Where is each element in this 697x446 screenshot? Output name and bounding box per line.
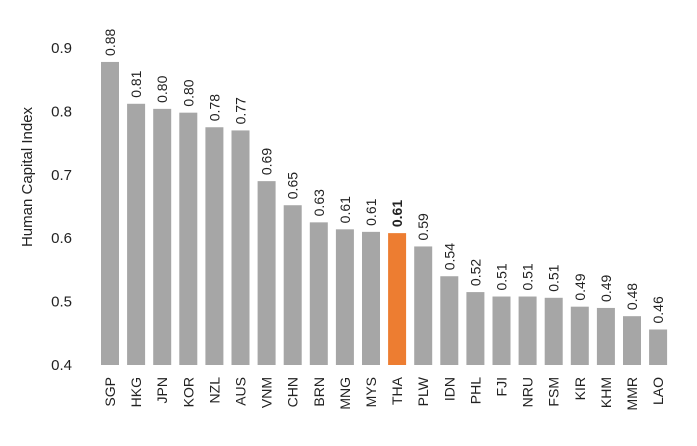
value-label-mmr: 0.48 bbox=[624, 283, 640, 310]
y-axis-title: Human Capital Index bbox=[19, 106, 36, 247]
value-label-lao: 0.46 bbox=[650, 296, 666, 323]
y-tick-label: 0.6 bbox=[51, 230, 72, 247]
y-tick-label: 0.8 bbox=[51, 103, 72, 120]
value-label-sgp: 0.88 bbox=[102, 28, 118, 55]
y-axis-ticks: 0.4 0.5 0.6 0.7 0.8 0.9 bbox=[51, 40, 72, 374]
value-label-kir: 0.49 bbox=[572, 273, 588, 300]
value-label-chn: 0.65 bbox=[285, 172, 301, 199]
bars bbox=[101, 61, 668, 366]
value-label-idn: 0.54 bbox=[441, 243, 457, 270]
category-label-fsm: FSM bbox=[546, 377, 562, 407]
bar-lao bbox=[649, 329, 668, 365]
bar-fji bbox=[492, 296, 511, 365]
category-label-khm: KHM bbox=[598, 377, 614, 408]
category-label-vnm: VNM bbox=[259, 377, 275, 408]
bar-plw bbox=[414, 246, 433, 365]
category-label-phl: PHL bbox=[467, 377, 483, 404]
bar-aus bbox=[231, 130, 250, 365]
bar-sgp bbox=[101, 61, 119, 366]
value-label-kor: 0.80 bbox=[180, 79, 196, 106]
category-label-mng: MNG bbox=[337, 377, 353, 410]
value-label-aus: 0.77 bbox=[233, 97, 249, 124]
category-label-plw: PLW bbox=[415, 376, 431, 406]
y-tick-label: 0.9 bbox=[51, 40, 72, 57]
value-label-mng: 0.61 bbox=[337, 196, 353, 223]
value-label-fsm: 0.51 bbox=[546, 264, 562, 291]
bar-mys bbox=[362, 231, 380, 365]
category-label-fji: FJI bbox=[494, 377, 510, 396]
bar-nzl bbox=[205, 127, 224, 365]
bar-tha bbox=[388, 233, 407, 365]
bar-phl bbox=[466, 292, 485, 365]
bar-vnm bbox=[257, 181, 276, 365]
bar-mng bbox=[335, 229, 354, 365]
value-label-brn: 0.63 bbox=[311, 189, 327, 216]
category-label-hkg: HKG bbox=[128, 377, 144, 407]
bar-nru bbox=[518, 296, 537, 365]
value-label-vnm: 0.69 bbox=[259, 148, 275, 175]
bar-mmr bbox=[623, 316, 641, 365]
bar-fsm bbox=[544, 297, 563, 365]
bar-jpn bbox=[153, 108, 172, 365]
category-label-lao: LAO bbox=[650, 377, 666, 405]
category-label-sgp: SGP bbox=[102, 377, 118, 407]
value-label-khm: 0.49 bbox=[598, 274, 614, 301]
y-tick-label: 0.7 bbox=[51, 167, 72, 184]
value-label-fji: 0.51 bbox=[494, 263, 510, 290]
category-label-nru: NRU bbox=[520, 377, 536, 407]
category-label-mys: MYS bbox=[363, 377, 379, 407]
value-label-phl: 0.52 bbox=[467, 259, 483, 286]
value-label-jpn: 0.80 bbox=[154, 75, 170, 102]
bar-chn bbox=[283, 205, 302, 365]
bar-kor bbox=[179, 112, 198, 365]
category-labels: SGP HKG JPN KOR NZL AUS VNM CHN BRN MNG MYS THA PLW I… bbox=[102, 376, 666, 410]
bar-kir bbox=[570, 306, 589, 365]
category-label-mmr: MMR bbox=[624, 377, 640, 410]
y-tick-label: 0.4 bbox=[51, 357, 72, 374]
y-tick-label: 0.5 bbox=[51, 294, 72, 311]
bar-khm bbox=[596, 307, 615, 365]
category-label-brn: BRN bbox=[311, 377, 327, 407]
category-label-idn: IDN bbox=[441, 377, 457, 401]
value-labels: 0.88 0.81 0.80 0.80 0.78 0.77 0.69 0.65 0.63 0.61… bbox=[102, 28, 666, 323]
category-label-jpn: JPN bbox=[154, 377, 170, 403]
category-label-nzl: NZL bbox=[206, 377, 222, 404]
value-label-nru: 0.51 bbox=[520, 263, 536, 290]
category-label-aus: AUS bbox=[233, 377, 249, 406]
bar-hkg bbox=[127, 103, 146, 366]
category-label-tha: THA bbox=[389, 376, 405, 405]
value-label-tha: 0.61 bbox=[389, 200, 405, 227]
value-label-plw: 0.59 bbox=[415, 213, 431, 240]
value-label-mys: 0.61 bbox=[363, 198, 379, 225]
bar-idn bbox=[440, 276, 459, 365]
bar-brn bbox=[309, 222, 328, 365]
category-label-kor: KOR bbox=[180, 377, 196, 407]
category-label-kir: KIR bbox=[572, 377, 588, 400]
category-label-chn: CHN bbox=[285, 377, 301, 407]
value-label-nzl: 0.78 bbox=[206, 94, 222, 121]
value-label-hkg: 0.81 bbox=[128, 70, 144, 97]
